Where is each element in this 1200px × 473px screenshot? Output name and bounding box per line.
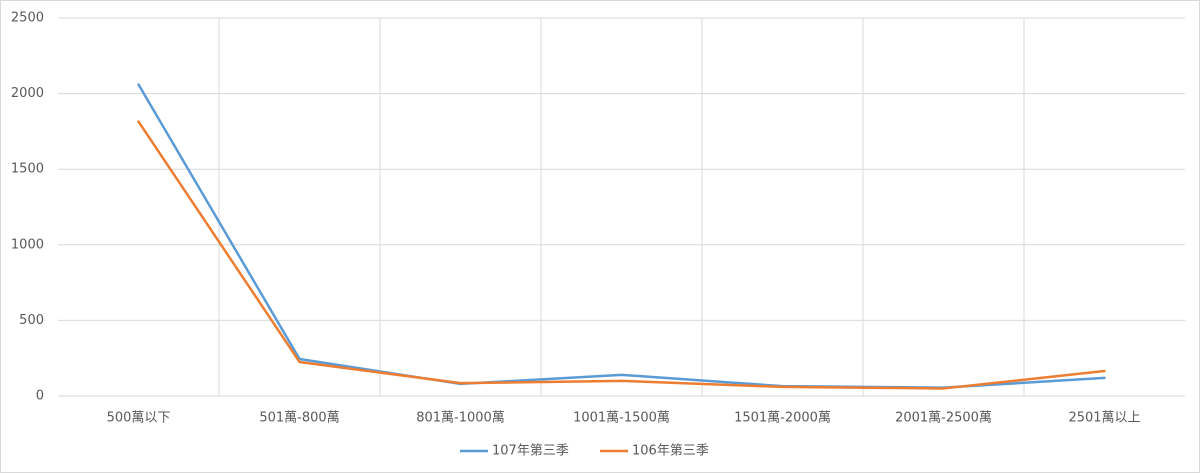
y-tick-label: 2000 xyxy=(11,86,44,101)
y-tick-label: 1500 xyxy=(11,162,44,177)
x-tick-label: 2001萬-2500萬 xyxy=(895,411,992,426)
x-tick-label: 2501萬以上 xyxy=(1068,411,1140,426)
y-tick-label: 2500 xyxy=(11,11,44,26)
x-tick-label: 501萬-800萬 xyxy=(259,411,339,426)
y-tick-label: 1000 xyxy=(11,237,44,252)
y-tick-label: 0 xyxy=(36,389,44,404)
x-tick-label: 1501萬-2000萬 xyxy=(734,411,831,426)
x-tick-label: 1001萬-1500萬 xyxy=(573,411,670,426)
series-line xyxy=(137,120,1106,390)
x-tick-label: 500萬以下 xyxy=(107,411,171,426)
x-tick-label: 801萬-1000萬 xyxy=(416,411,505,426)
y-tick-label: 500 xyxy=(19,313,44,328)
legend-label: 107年第三季 xyxy=(492,444,569,459)
legend-label: 106年第三季 xyxy=(632,444,709,459)
